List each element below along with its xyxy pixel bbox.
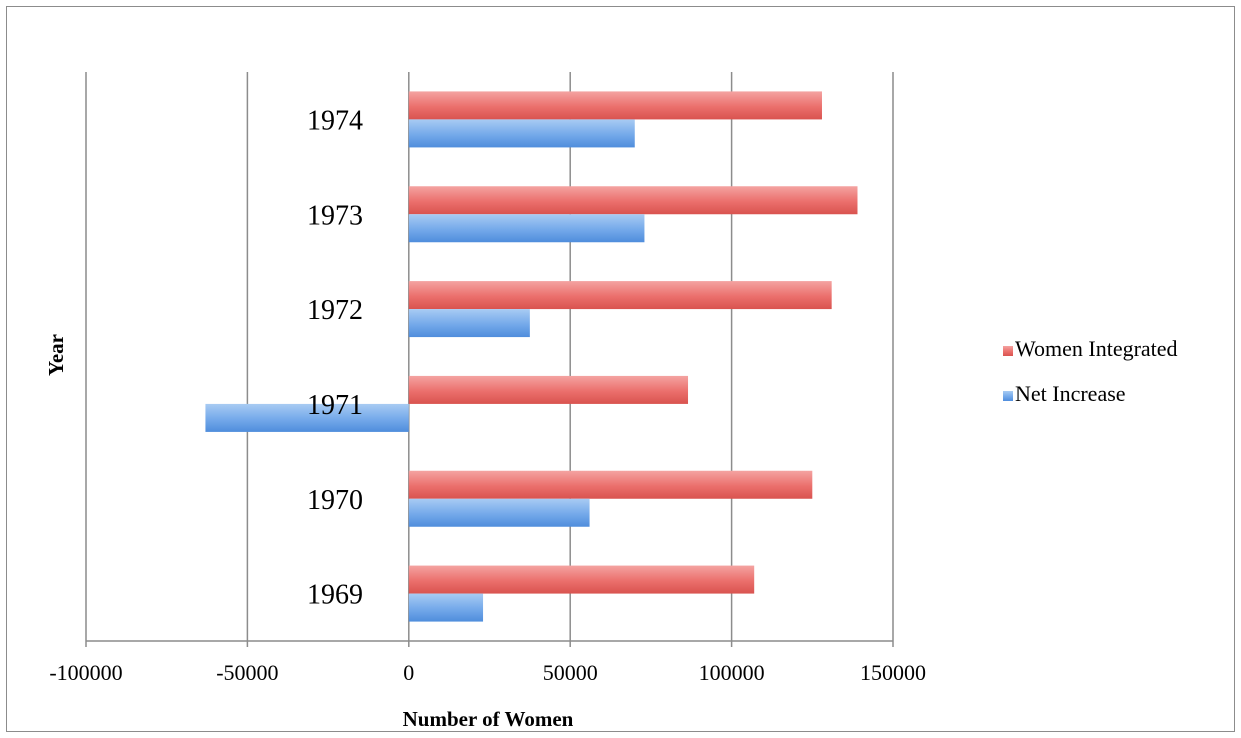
x-tick-label: -50000 bbox=[216, 660, 278, 685]
x-tick-label: 50000 bbox=[543, 660, 598, 685]
bar-net-increase-1970 bbox=[408, 498, 590, 527]
y-category-label-1969: 1969 bbox=[307, 580, 363, 611]
legend-label-0: Women Integrated bbox=[1015, 336, 1178, 361]
y-category-label-1972: 1972 bbox=[307, 295, 363, 326]
x-tick-label: 0 bbox=[403, 660, 414, 685]
y-axis-title: Year bbox=[44, 334, 68, 376]
bar-net-increase-1974 bbox=[408, 119, 635, 148]
bar-women-integrated-1969 bbox=[408, 565, 755, 594]
x-tick-label: 100000 bbox=[699, 660, 765, 685]
gridlines bbox=[85, 72, 894, 641]
y-category-label-1974: 1974 bbox=[307, 105, 363, 136]
x-tick-label: -100000 bbox=[49, 660, 122, 685]
y-category-label-1970: 1970 bbox=[307, 485, 363, 516]
x-tick-label: 150000 bbox=[860, 660, 926, 685]
legend-swatch-1 bbox=[1003, 391, 1013, 401]
y-category-label-1973: 1973 bbox=[307, 200, 363, 231]
bar-women-integrated-1970 bbox=[408, 470, 813, 499]
bar-women-integrated-1974 bbox=[408, 91, 822, 120]
y-axis-category-labels: 1969 1970 1971 1972 1973 1974 bbox=[307, 105, 363, 610]
bar-women-integrated-1973 bbox=[408, 186, 858, 215]
bar-net-increase-1969 bbox=[408, 593, 484, 622]
x-axis: -100000 -50000 0 50000 100000 150000 bbox=[49, 640, 926, 685]
bar-net-increase-1973 bbox=[408, 214, 645, 243]
bars bbox=[205, 91, 858, 622]
y-category-label-1971: 1971 bbox=[307, 390, 363, 421]
bar-net-increase-1971 bbox=[205, 403, 409, 432]
bar-net-increase-1972 bbox=[408, 309, 530, 338]
legend-swatch-0 bbox=[1003, 346, 1013, 356]
bar-women-integrated-1971 bbox=[408, 375, 689, 404]
legend-label-1: Net Increase bbox=[1015, 381, 1126, 406]
legend: Women Integrated Net Increase bbox=[1003, 336, 1178, 406]
bar-women-integrated-1972 bbox=[408, 281, 832, 310]
x-axis-title: Number of Women bbox=[403, 707, 574, 731]
